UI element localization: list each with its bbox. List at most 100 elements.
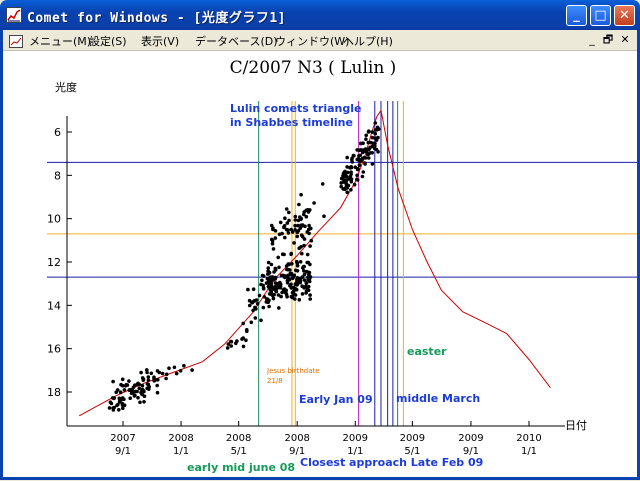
data-point — [142, 394, 147, 399]
data-point — [155, 390, 160, 395]
data-point — [370, 130, 375, 134]
data-point — [302, 272, 307, 277]
data-point — [260, 273, 265, 278]
data-point — [268, 281, 273, 286]
data-point — [260, 278, 264, 283]
data-point — [370, 162, 375, 166]
title-bar[interactable]: Comet for Windows - [光度グラフ1] _ □ ✕ — [0, 0, 640, 30]
annotation-easter: easter — [407, 345, 447, 358]
data-point — [345, 165, 349, 169]
mdi-restore-button[interactable]: 🗗 — [602, 33, 614, 46]
data-point — [294, 287, 298, 291]
data-point — [373, 121, 378, 125]
data-point — [273, 266, 278, 271]
data-point — [261, 305, 266, 310]
chart-svg: C/2007 N3 ( Lulin ) 光度 日付 6 8 10 12 14 16 18 20… — [47, 58, 637, 474]
data-point — [270, 241, 275, 246]
x-tick-year: 2007 — [110, 433, 135, 444]
annotation-lulin-triangle: in Shabbes timeline — [230, 116, 353, 129]
data-point — [271, 226, 275, 230]
window-frame-left — [0, 30, 3, 480]
data-point — [364, 133, 369, 138]
close-button[interactable]: ✕ — [614, 5, 635, 26]
data-point — [297, 298, 302, 302]
app-chart-icon[interactable] — [6, 7, 22, 23]
data-point — [287, 218, 291, 223]
data-point — [251, 287, 256, 291]
data-point — [155, 383, 159, 388]
data-point — [291, 289, 296, 293]
menu-window[interactable]: ウィンドウ(W) — [275, 35, 350, 48]
data-point — [292, 273, 297, 278]
data-point — [358, 148, 363, 152]
data-point — [295, 276, 300, 280]
document-chart-icon[interactable] — [9, 33, 23, 48]
data-point — [146, 378, 151, 383]
minimize-button[interactable]: _ — [566, 5, 587, 26]
data-point — [278, 220, 283, 225]
data-point — [288, 268, 292, 272]
data-point — [306, 270, 311, 275]
x-tick-date: 1/1 — [173, 446, 189, 457]
data-point — [355, 148, 360, 152]
data-point — [241, 344, 246, 349]
data-point — [349, 188, 353, 192]
mdi-close-button[interactable]: ✕ — [620, 33, 630, 46]
data-point — [361, 170, 366, 174]
data-point — [286, 231, 291, 235]
data-point — [370, 151, 375, 155]
y-tick-label: 12 — [47, 256, 61, 269]
data-point — [300, 292, 305, 296]
mdi-minimize-button[interactable]: _ — [589, 33, 595, 46]
annotation-early-mid-june: early mid june 08 — [187, 461, 295, 474]
data-point — [120, 396, 125, 400]
data-point — [145, 368, 149, 372]
x-tick-date: 9/1 — [289, 446, 305, 457]
y-tick-label: 8 — [54, 169, 61, 182]
data-point — [178, 369, 183, 373]
data-point — [285, 281, 290, 285]
data-point — [293, 268, 298, 273]
data-point — [353, 165, 358, 169]
data-point — [355, 173, 359, 178]
data-point — [342, 178, 346, 182]
menu-settings[interactable]: 設定(S) — [89, 35, 127, 48]
data-point — [131, 385, 136, 390]
data-point — [245, 329, 249, 334]
maximize-button[interactable]: □ — [590, 5, 611, 26]
data-point — [344, 174, 349, 179]
x-tick-date: 9/1 — [463, 446, 479, 457]
data-point — [128, 396, 132, 401]
data-point — [241, 336, 245, 340]
menu-main[interactable]: メニュー(M) — [29, 35, 92, 48]
data-point — [290, 262, 294, 266]
data-point — [312, 201, 316, 205]
data-point — [305, 252, 310, 257]
data-point — [235, 339, 239, 343]
data-point — [293, 297, 297, 301]
data-point — [115, 388, 120, 392]
menu-help[interactable]: ヘルプ(H) — [343, 35, 393, 48]
data-point — [304, 291, 308, 295]
data-point — [299, 223, 304, 227]
data-point — [376, 127, 381, 131]
data-point — [348, 165, 352, 170]
menu-database[interactable]: データベース(D) — [195, 35, 278, 48]
data-point — [140, 389, 144, 393]
data-point — [307, 231, 311, 236]
data-point — [267, 304, 271, 309]
data-point — [296, 223, 300, 228]
data-point — [292, 241, 296, 245]
annotation-middle-march: middle March — [396, 392, 480, 405]
menu-view[interactable]: 表示(V) — [141, 35, 180, 48]
data-point — [345, 190, 350, 195]
menu-bar: メニュー(M) 設定(S) 表示(V) データベース(D) ウィンドウ(W) ヘ… — [3, 30, 637, 51]
data-point — [373, 141, 377, 146]
data-point — [292, 292, 296, 297]
data-point — [368, 140, 373, 145]
data-point — [285, 267, 289, 272]
data-point — [289, 251, 294, 256]
data-point — [305, 260, 310, 265]
data-point — [271, 296, 276, 301]
data-point — [229, 339, 233, 344]
